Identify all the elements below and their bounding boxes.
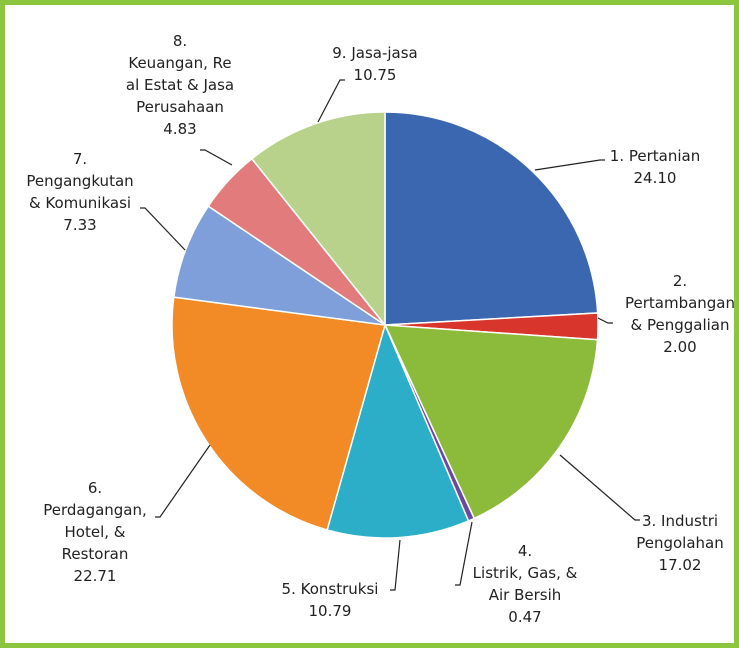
value-label: 4.83 (163, 120, 197, 138)
data-label: 7. Pengangkutan & Komunikasi 7.33 (26, 148, 133, 236)
value-label: 7.33 (63, 216, 97, 234)
value-label: 10.75 (353, 66, 397, 84)
data-label: 4. Listrik, Gas, & Air Bersih 0.47 (473, 540, 578, 628)
pie-slice (326, 322, 470, 539)
pie-slice (384, 111, 599, 326)
pie-area (140, 79, 640, 591)
leader-line (597, 317, 613, 324)
pie-slice (250, 111, 386, 328)
leader-line (317, 79, 345, 123)
leader-line (155, 444, 211, 518)
data-label: 8. Keuangan, Re al Estat & Jasa Perusaha… (126, 30, 234, 140)
data-label: 2. Pertambangan & Penggalian 2.00 (624, 270, 736, 358)
category-label: 2. Pertambangan & Penggalian (624, 272, 736, 334)
category-label: 4. Listrik, Gas, & Air Bersih (472, 542, 578, 604)
leader-line (140, 207, 186, 251)
data-label: 1. Pertanian 24.10 (610, 145, 700, 189)
data-label: 5. Konstruksi 10.79 (282, 578, 379, 622)
value-label: 24.10 (633, 169, 677, 187)
category-label: 8. Keuangan, Re al Estat & Jasa Perusaha… (125, 32, 235, 116)
category-label: 1. Pertanian (609, 147, 701, 165)
category-label: 3. Industri Pengolahan (636, 512, 724, 552)
value-label: 17.02 (658, 556, 702, 574)
leader-line (534, 159, 605, 171)
leader-line (455, 521, 473, 586)
value-label: 22.71 (73, 567, 117, 585)
leader-line (200, 149, 233, 166)
value-label: 0.47 (508, 608, 542, 626)
value-label: 2.00 (663, 338, 697, 356)
pie-slice (172, 205, 386, 326)
leader-line (559, 454, 640, 521)
category-label: 6. Perdagangan, Hotel, & Restoran (43, 479, 147, 563)
leader-line (390, 539, 401, 591)
pie-slice (171, 296, 386, 531)
category-label: 7. Pengangkutan & Komunikasi (26, 150, 134, 212)
category-label: 5. Konstruksi (281, 580, 379, 598)
data-label: 6. Perdagangan, Hotel, & Restoran 22.71 (43, 477, 147, 587)
data-label: 3. Industri Pengolahan 17.02 (636, 510, 724, 576)
category-label: 9. Jasa-jasa (332, 44, 418, 62)
pie-slice (383, 324, 599, 520)
value-label: 10.79 (308, 602, 352, 620)
data-label: 9. Jasa-jasa 10.75 (332, 42, 417, 86)
